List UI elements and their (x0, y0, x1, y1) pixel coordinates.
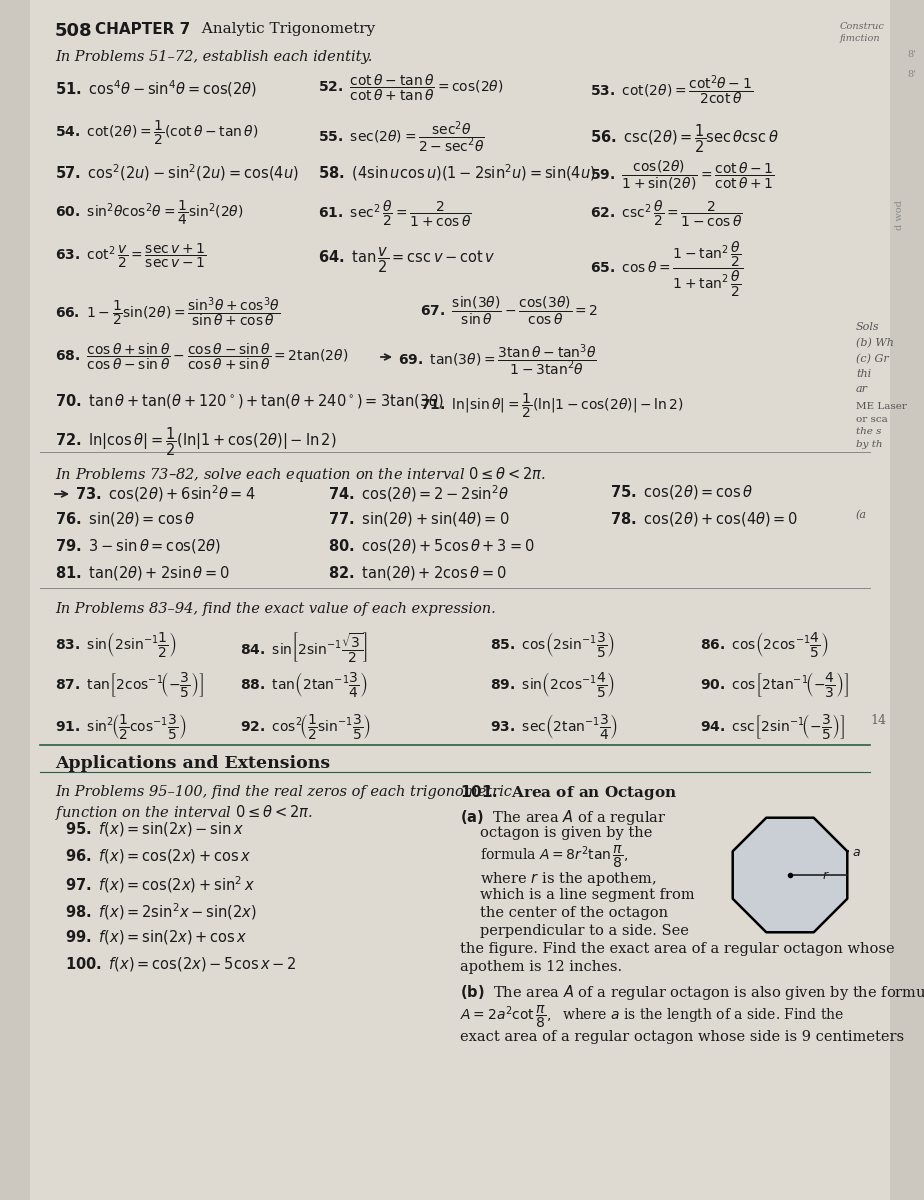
Text: which is a line segment from: which is a line segment from (480, 888, 695, 902)
Text: $\mathbf{63.}\ \cot^2\dfrac{v}{2} = \dfrac{\sec v + 1}{\sec v - 1}$: $\mathbf{63.}\ \cot^2\dfrac{v}{2} = \dfr… (55, 242, 207, 270)
Text: (c) Gr: (c) Gr (856, 354, 889, 365)
Text: $\mathbf{58.}\ (4\sin u\cos u)(1 - 2\sin^2\!u) = \sin(4u)$: $\mathbf{58.}\ (4\sin u\cos u)(1 - 2\sin… (318, 162, 596, 182)
Text: 508: 508 (55, 22, 92, 40)
Text: $\mathbf{83.}\ \sin\!\left(2\sin^{-1}\!\dfrac{1}{2}\right)$: $\mathbf{83.}\ \sin\!\left(2\sin^{-1}\!\… (55, 630, 176, 659)
Text: $a$: $a$ (852, 846, 861, 859)
Text: ar: ar (856, 384, 868, 394)
Text: $\mathbf{94.}\ \csc\!\left[2\sin^{-1}\!\!\left(-\dfrac{3}{5}\right)\right]$: $\mathbf{94.}\ \csc\!\left[2\sin^{-1}\!\… (700, 712, 845, 740)
Text: In Problems 95–100, find the real zeros of each trigonometric: In Problems 95–100, find the real zeros … (55, 785, 512, 799)
Text: $\mathbf{97.}\ f(x) = \cos(2x) + \sin^2 x$: $\mathbf{97.}\ f(x) = \cos(2x) + \sin^2 … (65, 874, 255, 895)
Text: $\mathbf{87.}\ \tan\!\left[2\cos^{-1}\!\!\left(-\dfrac{3}{5}\right)\right]$: $\mathbf{87.}\ \tan\!\left[2\cos^{-1}\!\… (55, 670, 204, 698)
Text: function on the interval $0 \leq \theta < 2\pi$.: function on the interval $0 \leq \theta … (55, 803, 313, 822)
Text: $\mathbf{60.}\ \sin^2\!\theta\cos^2\!\theta = \dfrac{1}{4}\sin^2\!(2\theta)$: $\mathbf{60.}\ \sin^2\!\theta\cos^2\!\th… (55, 199, 244, 227)
Text: $\mathbf{81.}\ \tan(2\theta) + 2\sin\theta = 0$: $\mathbf{81.}\ \tan(2\theta) + 2\sin\the… (55, 564, 230, 582)
Text: $\mathbf{89.}\ \sin\!\left(2\cos^{-1}\!\dfrac{4}{5}\right)$: $\mathbf{89.}\ \sin\!\left(2\cos^{-1}\!\… (490, 670, 615, 698)
Text: where $r$ is the apothem,: where $r$ is the apothem, (480, 870, 657, 888)
Text: $\mathbf{88.}\ \tan\!\left(2\tan^{-1}\!\dfrac{3}{4}\right)$: $\mathbf{88.}\ \tan\!\left(2\tan^{-1}\!\… (240, 670, 368, 698)
Text: $\mathbf{71.}\ \ln|\sin\theta| = \dfrac{1}{2}(\ln|1 - \cos(2\theta)| - \ln 2)$: $\mathbf{71.}\ \ln|\sin\theta| = \dfrac{… (420, 392, 684, 420)
Text: thi: thi (856, 370, 871, 379)
Text: $\mathbf{82.}\ \tan(2\theta) + 2\cos\theta = 0$: $\mathbf{82.}\ \tan(2\theta) + 2\cos\the… (328, 564, 506, 582)
Text: $\mathbf{95.}\ f(x) = \sin(2x) - \sin x$: $\mathbf{95.}\ f(x) = \sin(2x) - \sin x$ (65, 820, 244, 838)
Text: $\mathbf{52.}\ \dfrac{\cot\theta - \tan\theta}{\cot\theta + \tan\theta} = \cos(2: $\mathbf{52.}\ \dfrac{\cot\theta - \tan\… (318, 73, 504, 103)
Text: Applications and Extensions: Applications and Extensions (55, 755, 330, 772)
Text: $\mathbf{55.}\ \sec(2\theta) = \dfrac{\sec^2\!\theta}{2 - \sec^2\!\theta}$: $\mathbf{55.}\ \sec(2\theta) = \dfrac{\s… (318, 119, 485, 155)
Text: $\mathbf{100.}\ f(x) = \cos(2x) - 5\cos x - 2$: $\mathbf{100.}\ f(x) = \cos(2x) - 5\cos … (65, 955, 297, 973)
Text: or sca: or sca (856, 415, 888, 424)
Text: $\mathbf{(a)}$  The area $A$ of a regular: $\mathbf{(a)}$ The area $A$ of a regular (460, 808, 666, 827)
Text: $\mathbf{62.}\ \csc^2\dfrac{\theta}{2} = \dfrac{2}{1 - \cos\theta}$: $\mathbf{62.}\ \csc^2\dfrac{\theta}{2} =… (590, 199, 743, 229)
Text: In Problems 73–82, solve each equation on the interval $0 \leq \theta < 2\pi$.: In Problems 73–82, solve each equation o… (55, 464, 546, 484)
Text: In Problems 51–72, establish each identity.: In Problems 51–72, establish each identi… (55, 50, 372, 64)
Text: $\mathbf{90.}\ \cos\!\left[2\tan^{-1}\!\!\left(-\dfrac{4}{3}\right)\right]$: $\mathbf{90.}\ \cos\!\left[2\tan^{-1}\!\… (700, 670, 849, 698)
Text: apothem is 12 inches.: apothem is 12 inches. (460, 960, 622, 974)
Text: $\mathbf{96.}\ f(x) = \cos(2x) + \cos x$: $\mathbf{96.}\ f(x) = \cos(2x) + \cos x$ (65, 847, 251, 865)
Text: $\mathbf{99.}\ f(x) = \sin(2x) + \cos x$: $\mathbf{99.}\ f(x) = \sin(2x) + \cos x$ (65, 928, 248, 946)
Text: $\mathbf{65.}\ \cos\theta = \dfrac{1 - \tan^2\dfrac{\theta}{2}}{1 + \tan^2\dfrac: $\mathbf{65.}\ \cos\theta = \dfrac{1 - \… (590, 240, 743, 299)
Text: exact area of a regular octagon whose side is 9 centimeters: exact area of a regular octagon whose si… (460, 1030, 904, 1044)
Text: $\mathbf{93.}\ \sec\!\left(2\tan^{-1}\!\dfrac{3}{4}\right)$: $\mathbf{93.}\ \sec\!\left(2\tan^{-1}\!\… (490, 712, 618, 740)
Text: $A = 2a^2\cot\dfrac{\pi}{8},$  where $a$ is the length of a side. Find the: $A = 2a^2\cot\dfrac{\pi}{8},$ where $a$ … (460, 1004, 845, 1031)
Text: perpendicular to a side. See: perpendicular to a side. See (480, 924, 689, 938)
Text: $\mathbf{66.}\ 1 - \dfrac{1}{2}\sin(2\theta) = \dfrac{\sin^3\!\theta + \cos^3\!\: $\mathbf{66.}\ 1 - \dfrac{1}{2}\sin(2\th… (55, 295, 280, 329)
Text: $\mathbf{74.}\ \cos(2\theta) = 2 - 2\sin^2\!\theta$: $\mathbf{74.}\ \cos(2\theta) = 2 - 2\sin… (328, 482, 509, 504)
Text: (b) Wh: (b) Wh (856, 338, 894, 348)
Text: fimction: fimction (840, 34, 881, 43)
Text: octagon is given by the: octagon is given by the (480, 826, 652, 840)
Text: $\mathbf{92.}\ \cos^2\!\!\left(\dfrac{1}{2}\sin^{-1}\!\dfrac{3}{5}\right)$: $\mathbf{92.}\ \cos^2\!\!\left(\dfrac{1}… (240, 712, 371, 740)
Text: $\mathbf{73.}\ \cos(2\theta) + 6\sin^2\!\theta = 4$: $\mathbf{73.}\ \cos(2\theta) + 6\sin^2\!… (75, 482, 255, 504)
Polygon shape (733, 817, 847, 932)
Text: $\mathbf{72.}\ \ln|\cos\theta| = \dfrac{1}{2}(\ln|1 + \cos(2\theta)| - \ln 2)$: $\mathbf{72.}\ \ln|\cos\theta| = \dfrac{… (55, 425, 336, 457)
Text: In Problems 83–94, find the exact value of each expression.: In Problems 83–94, find the exact value … (55, 602, 496, 616)
Text: $\mathbf{56.}\ \csc(2\theta) = \dfrac{1}{2}\sec\theta\csc\theta$: $\mathbf{56.}\ \csc(2\theta) = \dfrac{1}… (590, 122, 779, 155)
Text: $\mathbf{(b)}$  The area $A$ of a regular octagon is also given by the formula: $\mathbf{(b)}$ The area $A$ of a regular… (460, 983, 924, 1002)
Text: $\mathbf{76.}\ \sin(2\theta) = \cos\theta$: $\mathbf{76.}\ \sin(2\theta) = \cos\thet… (55, 510, 195, 528)
Text: 8': 8' (907, 70, 916, 79)
Text: the s: the s (856, 427, 881, 436)
Text: $\mathbf{67.}\ \dfrac{\sin(3\theta)}{\sin\theta} - \dfrac{\cos(3\theta)}{\cos\th: $\mathbf{67.}\ \dfrac{\sin(3\theta)}{\si… (420, 295, 598, 328)
Text: $r$: $r$ (821, 869, 829, 882)
Text: $\mathbf{54.}\ \cot(2\theta) = \dfrac{1}{2}(\cot\theta - \tan\theta)$: $\mathbf{54.}\ \cot(2\theta) = \dfrac{1}… (55, 119, 259, 148)
Text: $\mathbf{80.}\ \cos(2\theta) + 5\cos\theta + 3 = 0$: $\mathbf{80.}\ \cos(2\theta) + 5\cos\the… (328, 538, 535, 554)
Text: $\mathbf{101.}$  Area of an Octagon: $\mathbf{101.}$ Area of an Octagon (460, 782, 677, 802)
Text: $\mathbf{68.}\ \dfrac{\cos\theta + \sin\theta}{\cos\theta - \sin\theta} - \dfrac: $\mathbf{68.}\ \dfrac{\cos\theta + \sin\… (55, 342, 348, 372)
Text: $\mathbf{57.}\ \cos^2\!(2u) - \sin^2\!(2u) = \cos(4u)$: $\mathbf{57.}\ \cos^2\!(2u) - \sin^2\!(2… (55, 162, 298, 182)
Text: $\mathbf{75.}\ \cos(2\theta) = \cos\theta$: $\mathbf{75.}\ \cos(2\theta) = \cos\thet… (610, 482, 753, 502)
Text: Sols: Sols (856, 322, 880, 332)
Text: $\mathbf{53.}\ \cot(2\theta) = \dfrac{\cot^2\!\theta - 1}{2\cot\theta}$: $\mathbf{53.}\ \cot(2\theta) = \dfrac{\c… (590, 73, 753, 107)
Text: $\mathbf{70.}\ \tan\theta + \tan(\theta + 120^\circ) + \tan(\theta + 240^\circ) : $\mathbf{70.}\ \tan\theta + \tan(\theta … (55, 392, 444, 410)
Text: $\mathbf{84.}\ \sin\!\left[2\sin^{-1}\!\dfrac{\sqrt{3}}{2}\right]$: $\mathbf{84.}\ \sin\!\left[2\sin^{-1}\!\… (240, 630, 368, 664)
Text: ME Laser: ME Laser (856, 402, 906, 410)
Text: $\mathbf{61.}\ \sec^2\dfrac{\theta}{2} = \dfrac{2}{1 + \cos\theta}$: $\mathbf{61.}\ \sec^2\dfrac{\theta}{2} =… (318, 199, 471, 229)
Text: 14: 14 (870, 714, 886, 727)
Text: $\mathbf{91.}\ \sin^2\!\!\left(\dfrac{1}{2}\cos^{-1}\!\dfrac{3}{5}\right)$: $\mathbf{91.}\ \sin^2\!\!\left(\dfrac{1}… (55, 712, 187, 740)
Text: by th: by th (856, 440, 882, 449)
Text: $\mathbf{59.}\ \dfrac{\cos(2\theta)}{1+\sin(2\theta)} = \dfrac{\cot\theta - 1}{\: $\mathbf{59.}\ \dfrac{\cos(2\theta)}{1+\… (590, 158, 774, 192)
Text: Analytic Trigonometry: Analytic Trigonometry (192, 22, 375, 36)
Text: $\mathbf{69.}\ \tan(3\theta) = \dfrac{3\tan\theta - \tan^3\!\theta}{1 - 3\tan^2\: $\mathbf{69.}\ \tan(3\theta) = \dfrac{3\… (398, 342, 597, 378)
Text: $\mathbf{85.}\ \cos\!\left(2\sin^{-1}\!\dfrac{3}{5}\right)$: $\mathbf{85.}\ \cos\!\left(2\sin^{-1}\!\… (490, 630, 615, 659)
Text: 8': 8' (907, 50, 916, 59)
Text: (a: (a (856, 510, 867, 521)
Text: the center of the octagon: the center of the octagon (480, 906, 668, 920)
Text: the figure. Find the exact area of a regular octagon whose: the figure. Find the exact area of a reg… (460, 942, 894, 956)
Text: d wod: d wod (895, 200, 904, 230)
Text: $\mathbf{98.}\ f(x) = 2\sin^2\!x - \sin(2x)$: $\mathbf{98.}\ f(x) = 2\sin^2\!x - \sin(… (65, 901, 257, 922)
Text: $\mathbf{79.}\ 3 - \sin\theta = \cos(2\theta)$: $\mathbf{79.}\ 3 - \sin\theta = \cos(2\t… (55, 538, 221, 554)
Text: CHAPTER 7: CHAPTER 7 (95, 22, 190, 37)
Text: $\mathbf{77.}\ \sin(2\theta) + \sin(4\theta) = 0$: $\mathbf{77.}\ \sin(2\theta) + \sin(4\th… (328, 510, 509, 528)
Text: $\mathbf{51.}\ \cos^4\!\theta - \sin^4\!\theta = \cos(2\theta)$: $\mathbf{51.}\ \cos^4\!\theta - \sin^4\!… (55, 78, 257, 98)
Text: $\mathbf{78.}\ \cos(2\theta) + \cos(4\theta) = 0$: $\mathbf{78.}\ \cos(2\theta) + \cos(4\th… (610, 510, 798, 528)
Text: $\mathbf{64.}\ \tan\dfrac{v}{2} = \csc v - \cot v$: $\mathbf{64.}\ \tan\dfrac{v}{2} = \csc v… (318, 245, 495, 275)
Text: Construc: Construc (840, 22, 885, 31)
Text: formula $A = 8r^2\tan\dfrac{\pi}{8},$: formula $A = 8r^2\tan\dfrac{\pi}{8},$ (480, 844, 628, 870)
Text: $\mathbf{86.}\ \cos\!\left(2\cos^{-1}\!\dfrac{4}{5}\right)$: $\mathbf{86.}\ \cos\!\left(2\cos^{-1}\!\… (700, 630, 829, 659)
